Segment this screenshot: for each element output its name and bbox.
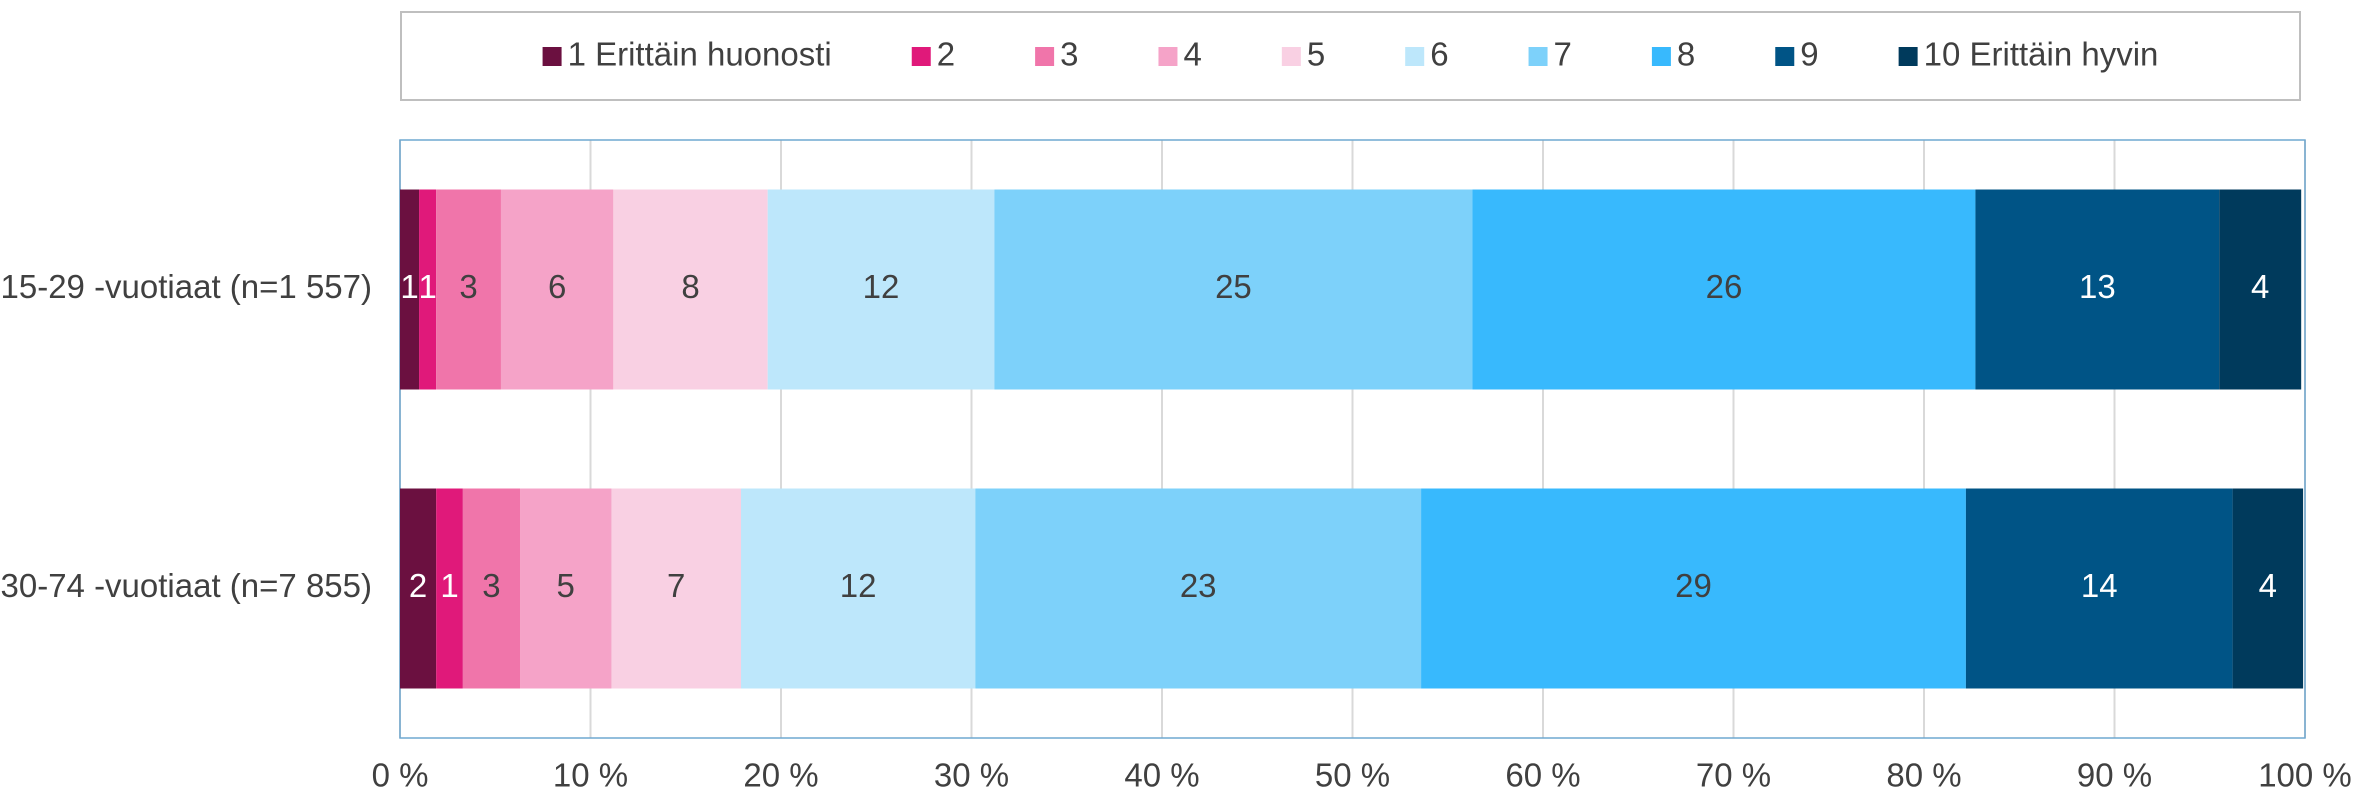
x-tick-label: 10 % (553, 757, 628, 793)
data-label: 3 (482, 567, 500, 604)
legend-marker (1899, 47, 1918, 66)
data-label: 7 (667, 567, 685, 604)
y-tick-label: 30-74 -vuotiaat (n=7 855) (1, 567, 373, 604)
x-tick-label: 0 % (372, 757, 429, 793)
x-tick-label: 60 % (1505, 757, 1580, 793)
data-label: 12 (863, 268, 900, 305)
data-label: 2 (409, 567, 427, 604)
legend-label: 6 (1430, 36, 1448, 73)
data-label: 1 (440, 567, 458, 604)
data-label: 4 (2251, 268, 2269, 305)
legend-label: 3 (1060, 36, 1078, 73)
data-label: 13 (2079, 268, 2116, 305)
legend-marker (1529, 47, 1548, 66)
legend-marker (1775, 47, 1794, 66)
data-label: 8 (681, 268, 699, 305)
y-tick-label: 15-29 -vuotiaat (n=1 557) (1, 268, 373, 305)
data-label: 5 (557, 567, 575, 604)
legend-marker (1035, 47, 1054, 66)
x-tick-label: 90 % (2077, 757, 2152, 793)
x-tick-label: 20 % (743, 757, 818, 793)
x-tick-label: 70 % (1696, 757, 1771, 793)
legend-marker (1405, 47, 1424, 66)
legend-label: 4 (1183, 36, 1201, 73)
legend-label: 8 (1677, 36, 1695, 73)
legend-label: 9 (1800, 36, 1818, 73)
x-tick-label: 30 % (934, 757, 1009, 793)
legend-marker (1652, 47, 1671, 66)
data-label: 1 (400, 268, 418, 305)
legend-marker (1158, 47, 1177, 66)
legend-label: 10 Erittäin hyvin (1924, 36, 2159, 73)
data-label: 29 (1675, 567, 1712, 604)
x-tick-label: 50 % (1315, 757, 1390, 793)
x-tick-label: 100 % (2258, 757, 2352, 793)
legend-label: 1 Erittäin huonosti (568, 36, 832, 73)
data-label: 26 (1706, 268, 1743, 305)
data-label: 14 (2081, 567, 2118, 604)
x-tick-label: 80 % (1886, 757, 1961, 793)
legend-label: 5 (1307, 36, 1325, 73)
data-label: 12 (840, 567, 877, 604)
data-label: 25 (1215, 268, 1252, 305)
data-label: 6 (548, 268, 566, 305)
legend-marker (543, 47, 562, 66)
legend-label: 7 (1554, 36, 1572, 73)
data-label: 3 (459, 268, 477, 305)
data-label: 23 (1180, 567, 1217, 604)
chart: 0 % 10 % 20 % 30 % 40 % 50 % 60 % 70 % 80 % 90 % 1… (0, 0, 2356, 793)
data-label: 1 (418, 268, 436, 305)
data-label: 4 (2259, 567, 2277, 604)
x-tick-label: 40 % (1124, 757, 1199, 793)
legend-label: 2 (937, 36, 955, 73)
legend-marker (912, 47, 931, 66)
legend-marker (1282, 47, 1301, 66)
